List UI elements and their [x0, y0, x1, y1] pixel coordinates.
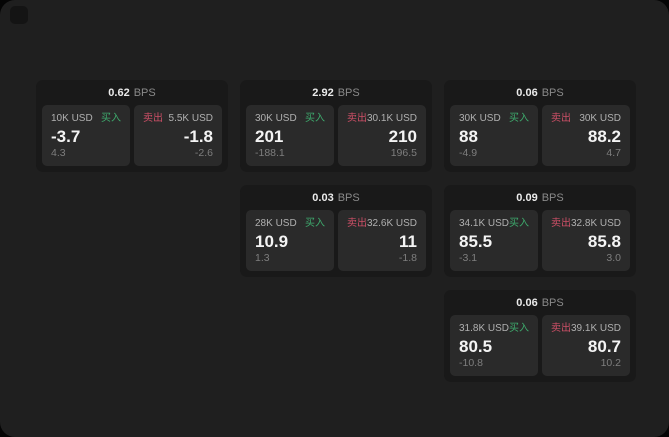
quote-card: 0.09 BPS 34.1K USD 买入 85.5 -3.1 卖出 32.8K… [444, 185, 636, 277]
spread-header: 0.03 BPS [240, 185, 432, 210]
buy-change: -188.1 [255, 147, 285, 159]
spread-unit: BPS [541, 191, 564, 204]
quote-panels: 30K USD 买入 88 -4.9 卖出 30K USD 88.2 4.7 [444, 105, 636, 172]
buy-amount: 28K USD [255, 218, 297, 229]
buy-side-label: 买入 [509, 113, 529, 124]
buy-price: 88 [459, 126, 478, 146]
spread-value: 0.03 [312, 191, 334, 204]
sell-amount: 32.8K USD [571, 218, 622, 229]
quote-panels: 31.8K USD 买入 80.5 -10.8 卖出 39.1K USD 80.… [444, 315, 636, 382]
sell-amount: 5.5K USD [168, 113, 213, 124]
sell-panel[interactable]: 卖出 32.8K USD 85.8 3.0 [542, 210, 630, 271]
sell-panel[interactable]: 卖出 30.1K USD 210 196.5 [338, 105, 426, 166]
buy-change: 4.3 [51, 147, 66, 159]
buy-price: 201 [255, 126, 284, 146]
spread-value: 0.62 [108, 86, 130, 99]
spread-value: 0.09 [516, 191, 538, 204]
sell-change: -1.8 [398, 252, 417, 264]
spread-header: 2.92 BPS [240, 80, 432, 105]
sell-side-label: 卖出 [551, 323, 571, 334]
quote-panels: 10K USD 买入 -3.7 4.3 卖出 5.5K USD -1.8 -2.… [36, 105, 228, 172]
sell-price: 80.7 [587, 336, 621, 356]
sell-amount: 30.1K USD [367, 113, 418, 124]
sell-side-label: 卖出 [551, 113, 571, 124]
spread-unit: BPS [337, 86, 360, 99]
buy-change: -4.9 [459, 147, 478, 159]
quote-card-grid: 0.62 BPS 10K USD 买入 -3.7 4.3 卖出 5.5K USD [36, 80, 636, 382]
quote-card: 0.62 BPS 10K USD 买入 -3.7 4.3 卖出 5.5K USD [36, 80, 228, 172]
buy-amount: 34.1K USD [459, 218, 510, 229]
spread-unit: BPS [541, 86, 564, 99]
buy-price: -3.7 [51, 126, 81, 146]
sell-price: -1.8 [183, 126, 213, 146]
spread-header: 0.09 BPS [444, 185, 636, 210]
spread-header: 0.06 BPS [444, 80, 636, 105]
buy-side-label: 买入 [509, 323, 530, 334]
buy-panel[interactable]: 30K USD 买入 88 -4.9 [450, 105, 538, 166]
sell-amount: 32.6K USD [367, 218, 418, 229]
buy-side-label: 买入 [509, 218, 530, 229]
sell-price: 88.2 [587, 126, 621, 146]
quote-card: 0.06 BPS 31.8K USD 买入 80.5 -10.8 卖出 39.1… [444, 290, 636, 382]
spread-value: 0.06 [516, 296, 538, 309]
sell-price: 11 [399, 231, 417, 251]
app-icon [10, 6, 28, 24]
buy-panel[interactable]: 30K USD 买入 201 -188.1 [246, 105, 334, 166]
sell-amount: 39.1K USD [571, 323, 622, 334]
buy-change: -10.8 [459, 357, 483, 369]
sell-amount: 30K USD [579, 113, 621, 124]
buy-amount: 31.8K USD [459, 323, 510, 334]
quote-panels: 34.1K USD 买入 85.5 -3.1 卖出 32.8K USD 85.8… [444, 210, 636, 277]
spread-header: 0.06 BPS [444, 290, 636, 315]
buy-price: 85.5 [459, 231, 493, 251]
buy-side-label: 买入 [305, 218, 325, 229]
sell-change: 10.2 [600, 357, 621, 369]
sell-panel[interactable]: 卖出 39.1K USD 80.7 10.2 [542, 315, 630, 376]
buy-panel[interactable]: 10K USD 买入 -3.7 4.3 [42, 105, 130, 166]
buy-change: -3.1 [459, 252, 478, 264]
sell-side-label: 卖出 [347, 113, 367, 124]
quote-panels: 30K USD 买入 201 -188.1 卖出 30.1K USD 210 1… [240, 105, 432, 172]
buy-panel[interactable]: 31.8K USD 买入 80.5 -10.8 [450, 315, 538, 376]
sell-change: 196.5 [390, 147, 417, 159]
sell-side-label: 卖出 [551, 218, 571, 229]
sell-panel[interactable]: 卖出 5.5K USD -1.8 -2.6 [134, 105, 222, 166]
spread-value: 2.92 [312, 86, 334, 99]
quote-card: 2.92 BPS 30K USD 买入 201 -188.1 卖出 30.1K … [240, 80, 432, 172]
sell-panel[interactable]: 卖出 32.6K USD 11 -1.8 [338, 210, 426, 271]
buy-amount: 30K USD [255, 113, 297, 124]
spread-unit: BPS [541, 296, 564, 309]
buy-panel[interactable]: 34.1K USD 买入 85.5 -3.1 [450, 210, 538, 271]
sell-change: 4.7 [606, 147, 621, 159]
quote-card: 0.03 BPS 28K USD 买入 10.9 1.3 卖出 32.6K US… [240, 185, 432, 277]
quote-card: 0.06 BPS 30K USD 买入 88 -4.9 卖出 30K USD [444, 80, 636, 172]
buy-amount: 10K USD [51, 113, 93, 124]
buy-side-label: 买入 [305, 113, 325, 124]
sell-side-label: 卖出 [347, 218, 367, 229]
buy-price: 80.5 [459, 336, 493, 356]
quote-panels: 28K USD 买入 10.9 1.3 卖出 32.6K USD 11 -1.8 [240, 210, 432, 277]
sell-price: 210 [388, 126, 417, 146]
buy-change: 1.3 [255, 252, 270, 264]
sell-price: 85.8 [587, 231, 621, 251]
spread-value: 0.06 [516, 86, 538, 99]
buy-price: 10.9 [255, 231, 289, 251]
sell-panel[interactable]: 卖出 30K USD 88.2 4.7 [542, 105, 630, 166]
spread-header: 0.62 BPS [36, 80, 228, 105]
buy-side-label: 买入 [101, 113, 121, 124]
spread-unit: BPS [133, 86, 156, 99]
sell-change: 3.0 [606, 252, 621, 264]
spread-unit: BPS [337, 191, 360, 204]
buy-amount: 30K USD [459, 113, 501, 124]
sell-change: -2.6 [194, 147, 213, 159]
sell-side-label: 卖出 [143, 113, 163, 124]
buy-panel[interactable]: 28K USD 买入 10.9 1.3 [246, 210, 334, 271]
